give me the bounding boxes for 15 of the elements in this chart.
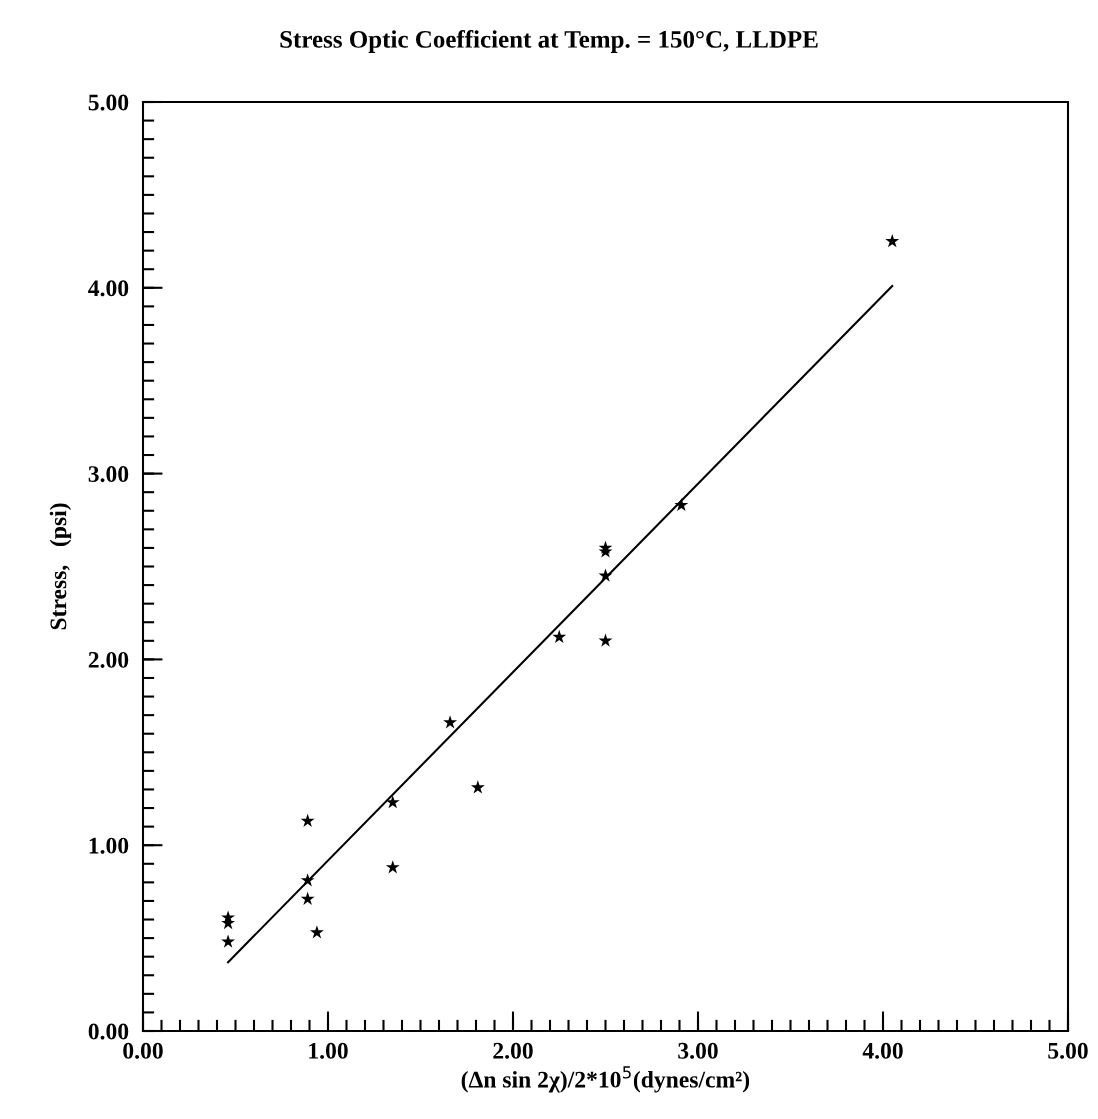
y-tick-label: 5.00 [88,94,129,111]
x-tick-label: 5.00 [1048,1042,1088,1059]
y-axis-title: Stress, (psi) [49,503,72,630]
x-tick-label: 4.00 [862,1042,903,1059]
x-tick-label: 3.00 [678,1042,718,1059]
chart-title: Stress Optic Coefficient at Temp. = 150°C, LLDPE [280,30,818,53]
x-tick-label: 2.00 [493,1042,533,1059]
y-tick-label: 1.00 [89,837,129,854]
x-axis-title: (Δn sin 2χ)/2*10$^{5}$(dynes/cm²) [461,1066,750,1093]
y-tick-label: 0.00 [88,1023,129,1040]
x-tick-label: 1.00 [309,1042,348,1059]
y-tick-label: 3.00 [88,466,129,483]
y-tick-label: 2.00 [88,651,129,668]
x-tick-label: 0.00 [123,1042,163,1059]
y-tick-label: 4.00 [88,280,129,297]
